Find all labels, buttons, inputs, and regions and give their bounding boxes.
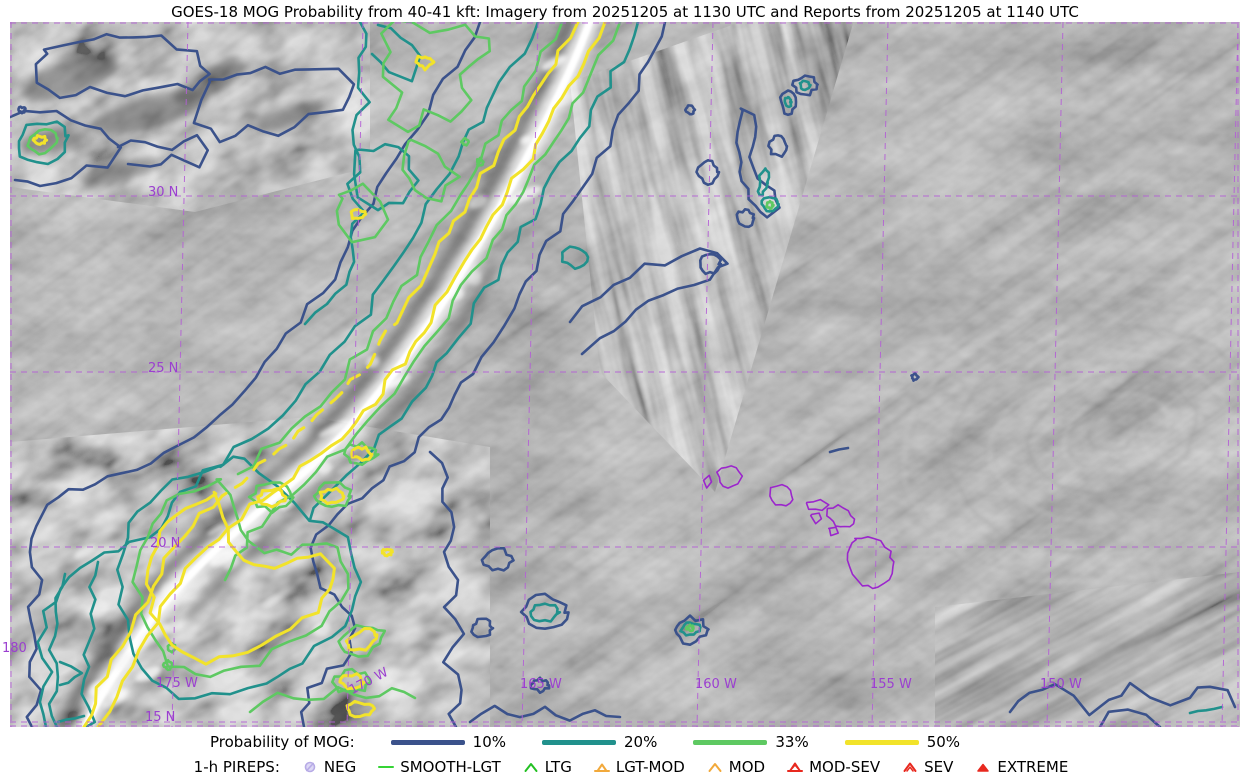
probability-line-swatch — [693, 739, 768, 745]
pirep-item: EXTREME — [974, 758, 1068, 776]
probability-item-label: 33% — [775, 733, 809, 751]
page-title: GOES-18 MOG Probability from 40-41 kft: … — [171, 3, 1079, 21]
caret-icon — [524, 763, 538, 772]
dash-icon — [378, 766, 395, 768]
probability-line-swatch — [844, 739, 919, 745]
pirep-item: NEG — [301, 758, 356, 776]
pirep-item-label: MOD-SEV — [809, 758, 881, 776]
pirep-item-label: EXTREME — [997, 758, 1069, 776]
pirep-item-label: NEG — [323, 758, 357, 776]
probability-item-label: 10% — [472, 733, 507, 751]
filled-triangle-icon — [977, 763, 990, 772]
probability-item: 10% — [390, 733, 507, 751]
pirep-item: MOD — [706, 758, 765, 776]
legend-probability-row: Probability of MOG: 10% 20% 33% 50% — [0, 733, 1210, 751]
legend-probability-label: Probability of MOG: — [209, 733, 355, 751]
map-canvas — [10, 22, 1240, 727]
pirep-item-label: SMOOTH-LGT — [400, 758, 501, 776]
double-caret-icon — [903, 762, 917, 772]
legend-pireps-row: 1-h PIREPS: NEG SMOOTH-LGT LTG LGT-MOD MOD MO… — [6, 758, 1250, 776]
pirep-item: LGT-MOD — [593, 758, 685, 776]
probability-line-swatch — [390, 739, 465, 745]
pirep-item: SEV — [901, 758, 953, 776]
probability-items: 10% 20% 33% 50% — [390, 733, 961, 751]
null-icon — [304, 761, 316, 773]
pirep-items: NEG SMOOTH-LGT LTG LGT-MOD MOD MOD-SEV SEV EXTR… — [301, 758, 1068, 776]
pirep-item: SMOOTH-LGT — [377, 758, 501, 776]
pirep-item: MOD-SEV — [786, 758, 880, 776]
pirep-item: LTG — [522, 758, 572, 776]
probability-item: 20% — [542, 733, 657, 751]
double-caret-base-icon — [787, 762, 804, 772]
probability-item-label: 20% — [624, 733, 658, 751]
triangle-base-icon — [593, 763, 610, 772]
pirep-item-label: MOD — [728, 758, 766, 776]
pirep-item-label: SEV — [924, 758, 954, 776]
pirep-item-label: LGT-MOD — [615, 758, 685, 776]
probability-item: 33% — [693, 733, 809, 751]
legend-pireps-label: 1-h PIREPS: — [193, 758, 280, 776]
pirep-item-label: LTG — [544, 758, 572, 776]
probability-item-label: 50% — [926, 733, 961, 751]
caret-icon — [708, 763, 722, 772]
probability-line-swatch — [542, 739, 617, 745]
probability-item: 50% — [844, 733, 961, 751]
